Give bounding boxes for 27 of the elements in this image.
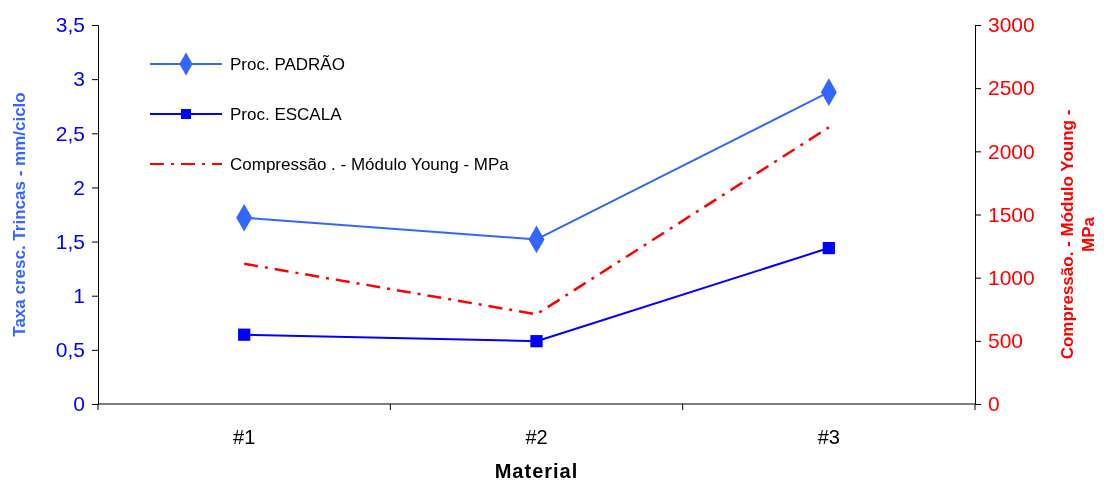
y-tick-label: 2,5 <box>55 121 85 145</box>
legend-label: Proc. PADRÃO <box>230 55 345 74</box>
y2-tick-label: 0 <box>988 392 1000 416</box>
x-tick-label: #1 <box>233 426 256 448</box>
x-axis-title: Material <box>494 460 579 482</box>
y-tick-label: 2 <box>73 175 85 199</box>
x-tick-label: #2 <box>525 426 548 448</box>
y2-tick-label: 2500 <box>988 76 1035 100</box>
y-tick-label: 0 <box>73 392 85 416</box>
y-tick-label: 3 <box>73 67 85 91</box>
y2-tick-label: 3000 <box>988 13 1035 37</box>
y2-tick-label: 500 <box>988 329 1024 353</box>
legend-label: Proc. ESCALA <box>230 105 343 124</box>
y-tick-label: 1 <box>73 283 85 307</box>
legend-label: Compressão . - Módulo Young - MPa <box>230 155 510 174</box>
point <box>530 335 543 348</box>
y-tick-label: 0,5 <box>55 338 85 362</box>
y2-tick-label: 2000 <box>988 139 1035 163</box>
y2-tick-label: 1500 <box>988 202 1035 226</box>
x-tick-label: #3 <box>817 426 840 448</box>
point <box>822 241 835 255</box>
y-axis-title: Taxa cresc. Trincas - mm/ciclo <box>10 92 29 337</box>
y-tick-label: 1,5 <box>55 229 85 253</box>
y2-tick-label: 1000 <box>988 265 1035 289</box>
y-tick-label: 3,5 <box>55 13 85 37</box>
point <box>238 328 251 341</box>
y2-axis-title: Compressão. - Módulo Young - MPa <box>1058 109 1098 360</box>
